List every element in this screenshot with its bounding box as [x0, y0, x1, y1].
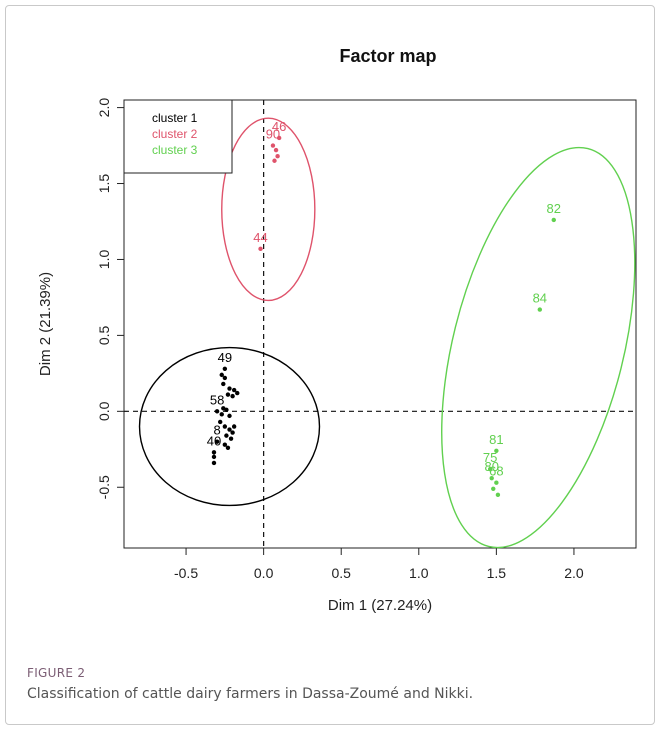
cluster-3-point — [494, 448, 499, 454]
cluster-2-point — [270, 143, 276, 148]
y-tick-label: 1.0 — [96, 250, 112, 270]
cluster-1-point — [224, 433, 229, 438]
cluster-1-point — [228, 436, 234, 441]
cluster-1-point — [222, 442, 228, 447]
cluster-1-point — [222, 375, 228, 381]
chart-title: Factor map — [339, 46, 436, 66]
cluster-1-point-label: 58 — [210, 392, 224, 407]
cluster-1-point — [231, 424, 237, 429]
cluster-2-point-label: 44 — [253, 230, 267, 245]
cluster-1-point — [225, 392, 231, 397]
cluster-1-point — [230, 393, 235, 399]
figure-label: FIGURE 2 — [27, 666, 86, 680]
cluster-1-point — [219, 372, 224, 378]
cluster-1-point — [222, 424, 228, 429]
cluster-1-point-label: 40 — [207, 433, 221, 448]
y-tick-label: -0.5 — [96, 475, 112, 499]
cluster-1-point — [235, 390, 240, 396]
cluster-3-point-label: 81 — [489, 432, 503, 447]
cluster-3-point-label: 68 — [489, 464, 503, 479]
figure-frame — [5, 5, 655, 725]
cluster-3-point — [537, 307, 543, 312]
cluster-3-point — [494, 480, 499, 485]
figure-caption: Classification of cattle dairy farmers i… — [27, 686, 474, 702]
y-axis-title: Dim 2 (21.39%) — [37, 272, 54, 376]
cluster-2-point — [273, 147, 279, 153]
cluster-3-ellipse — [441, 146, 636, 549]
cluster-1-point — [211, 450, 217, 455]
y-tick-label: 0.5 — [96, 325, 112, 345]
cluster-1-point — [217, 419, 223, 425]
cluster-1-point-label: 8 — [213, 423, 220, 438]
cluster-1-point — [221, 381, 226, 387]
plot-area — [123, 99, 637, 549]
cluster-1-point — [211, 460, 217, 466]
x-tick-label: 1.0 — [409, 565, 429, 581]
cluster-2-point — [276, 135, 282, 141]
x-tick-label: 0.5 — [331, 565, 351, 581]
legend-entry: cluster 3 — [152, 143, 198, 157]
x-tick-label: -0.5 — [174, 565, 198, 581]
cluster-1-ellipse — [138, 346, 321, 507]
cluster-2-point — [258, 246, 263, 252]
cluster-1-point — [227, 386, 232, 391]
cluster-1-point — [214, 409, 220, 414]
cluster-3-point-label: 84 — [533, 291, 547, 306]
cluster-3-point-label: 82 — [547, 201, 561, 216]
y-tick-label: 0.0 — [96, 401, 112, 421]
cluster-3-point — [551, 217, 556, 223]
cluster-1-point — [222, 366, 228, 371]
cluster-2-point-label: 46 — [272, 119, 286, 134]
cluster-3-point — [487, 466, 493, 472]
cluster-1-point-label: 49 — [218, 350, 232, 365]
cluster-3-point — [495, 492, 501, 498]
x-tick-label: 2.0 — [564, 565, 584, 581]
cluster-3-point — [489, 475, 494, 481]
cluster-1-point — [219, 412, 224, 417]
cluster-1-point — [230, 430, 235, 435]
cluster-1-point — [227, 413, 232, 419]
cluster-1-point — [214, 439, 220, 444]
x-axis-title: Dim 1 (27.24%) — [328, 597, 432, 614]
factor-map-chart: Factor map -0.5 0.0 0.5 1.0 1.5 2.0 -0.5 0.0 0.5 1… — [37, 46, 637, 614]
cluster-3-point-label: 75 — [483, 450, 497, 465]
y-tick-label: 2.0 — [96, 98, 112, 118]
cluster-3-point — [491, 486, 496, 491]
legend-entry: cluster 1 — [152, 111, 198, 125]
cluster-2-point — [275, 153, 280, 159]
y-tick-label: 1.5 — [96, 174, 112, 194]
cluster-1-point — [224, 407, 229, 413]
cluster-1-point — [227, 427, 232, 432]
x-tick-label: 1.5 — [487, 565, 507, 581]
cluster-3-point-label: 80 — [484, 459, 498, 474]
cluster-2-point — [272, 158, 277, 163]
legend-box — [123, 99, 233, 174]
x-tick-label: 0.0 — [254, 565, 274, 581]
cluster-1-point — [225, 445, 231, 450]
cluster-2-ellipse — [221, 117, 316, 302]
cluster-1-point — [231, 387, 237, 393]
cluster-1-point — [211, 454, 217, 460]
cluster-2-point-label: 90 — [266, 127, 280, 142]
legend-entry: cluster 2 — [152, 127, 198, 141]
